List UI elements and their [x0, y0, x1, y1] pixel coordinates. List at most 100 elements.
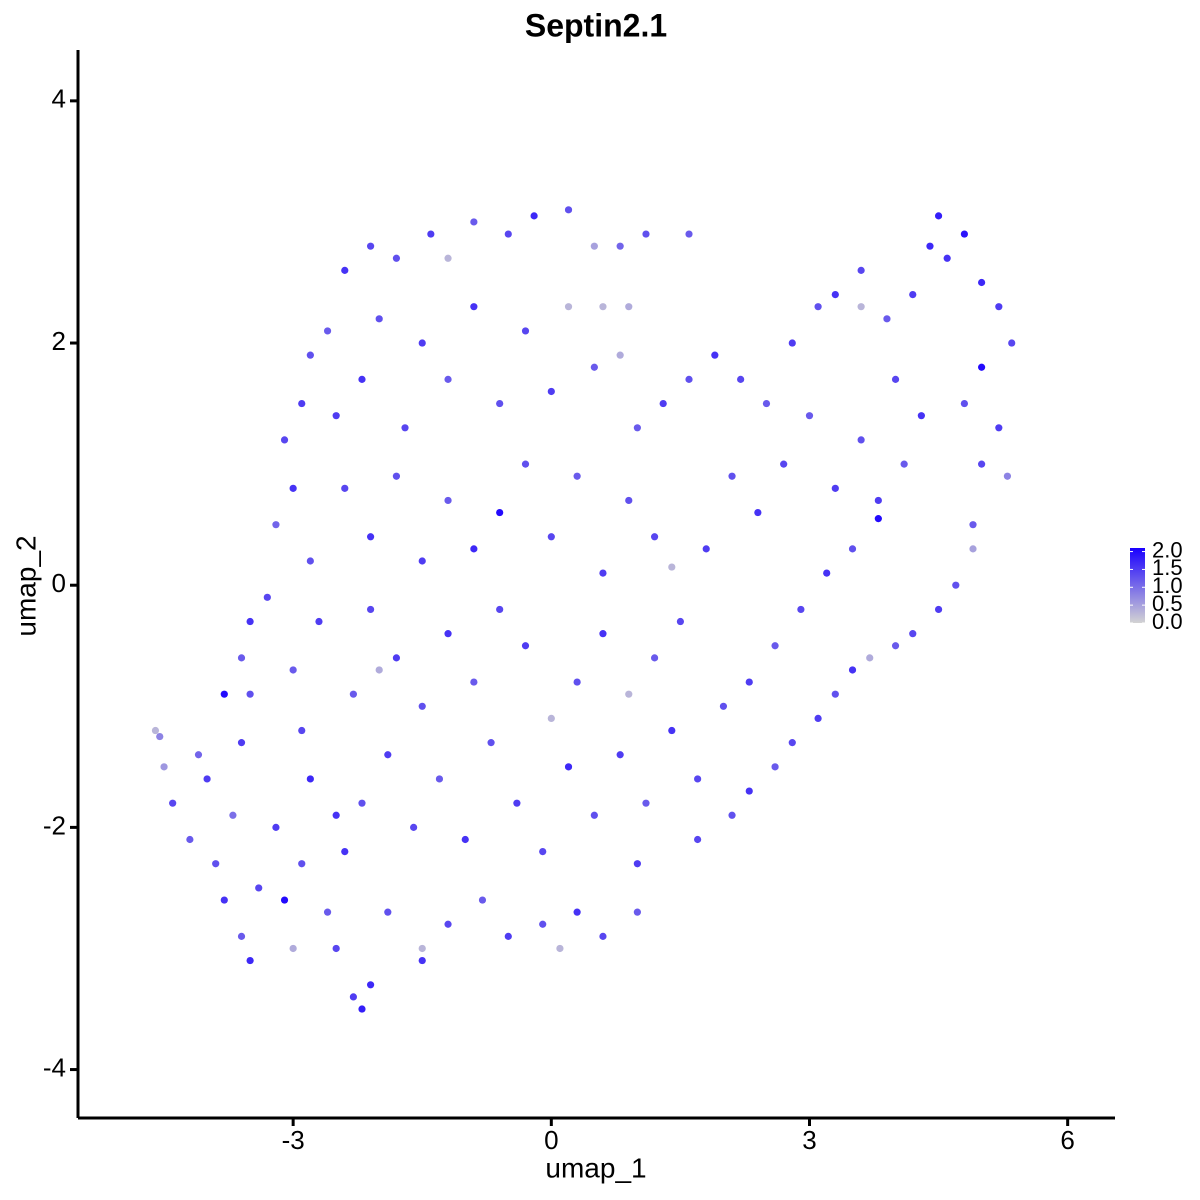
color-tick-label: 1.0 [1152, 573, 1183, 598]
point [788, 339, 796, 347]
point [573, 908, 581, 916]
point [857, 303, 865, 311]
point [874, 496, 882, 505]
point [848, 666, 857, 674]
point [547, 714, 555, 723]
point [547, 387, 555, 396]
point [298, 860, 306, 868]
point [487, 739, 495, 747]
point [737, 375, 745, 383]
point [366, 981, 375, 989]
point [194, 751, 203, 759]
point [470, 303, 478, 311]
point [599, 932, 607, 940]
point [496, 605, 504, 614]
y-tick-label: 4 [52, 84, 66, 114]
point [332, 412, 340, 420]
point [590, 242, 598, 250]
point [668, 726, 676, 735]
point [341, 484, 349, 492]
point [917, 412, 925, 420]
point [410, 823, 418, 831]
color-tick-label: 0.5 [1152, 591, 1183, 616]
point [306, 775, 314, 783]
point [237, 739, 246, 747]
point [255, 884, 263, 892]
point [633, 860, 641, 868]
point [478, 896, 487, 904]
x-axis-title: umap_1 [545, 1152, 646, 1183]
point [848, 545, 857, 553]
point [246, 690, 254, 698]
point [513, 799, 521, 807]
point [427, 230, 435, 238]
y-tick-label: -4 [43, 1052, 66, 1082]
point [694, 835, 702, 844]
point [1003, 472, 1012, 480]
point [539, 920, 547, 928]
point [978, 278, 986, 287]
point [280, 436, 289, 444]
point [702, 545, 710, 553]
point [418, 944, 426, 953]
y-tick-label: 0 [52, 568, 66, 598]
point [521, 460, 530, 468]
point [573, 472, 581, 480]
point [332, 944, 340, 953]
point [220, 896, 228, 904]
point [831, 690, 839, 698]
point [728, 472, 736, 480]
point [788, 739, 796, 747]
point [900, 460, 908, 468]
point [504, 932, 512, 940]
point [625, 496, 633, 505]
x-tick-label: 0 [544, 1125, 558, 1155]
point [633, 424, 641, 432]
point [263, 593, 271, 601]
color-tick-label: 2.0 [1152, 537, 1183, 562]
point [547, 533, 555, 541]
point [857, 436, 865, 444]
point [1008, 339, 1016, 347]
point [762, 399, 771, 408]
point [237, 654, 246, 662]
point [874, 515, 882, 523]
point [366, 533, 375, 541]
point [496, 508, 504, 517]
point [685, 230, 693, 238]
point [969, 521, 977, 529]
point [246, 617, 254, 626]
point [341, 266, 349, 274]
point [960, 399, 968, 408]
point [866, 654, 874, 662]
point [754, 508, 762, 517]
point [151, 726, 160, 735]
point [934, 212, 943, 220]
point [728, 811, 736, 819]
point [883, 315, 891, 323]
point [530, 212, 538, 220]
point [556, 944, 564, 953]
point [156, 732, 164, 741]
point [418, 956, 426, 965]
point [384, 908, 392, 916]
point [564, 763, 573, 771]
point [590, 811, 598, 819]
point [952, 581, 960, 589]
point [237, 932, 246, 940]
point [823, 569, 831, 577]
point [418, 557, 426, 565]
point [814, 714, 822, 723]
point [599, 569, 607, 577]
point [358, 1005, 366, 1013]
point [280, 896, 289, 904]
point [780, 460, 788, 468]
point [599, 630, 607, 638]
point [461, 835, 469, 844]
color-tick-label: 1.5 [1152, 555, 1183, 580]
point [504, 230, 512, 238]
point [616, 351, 624, 359]
point [349, 993, 357, 1001]
point [969, 545, 977, 553]
